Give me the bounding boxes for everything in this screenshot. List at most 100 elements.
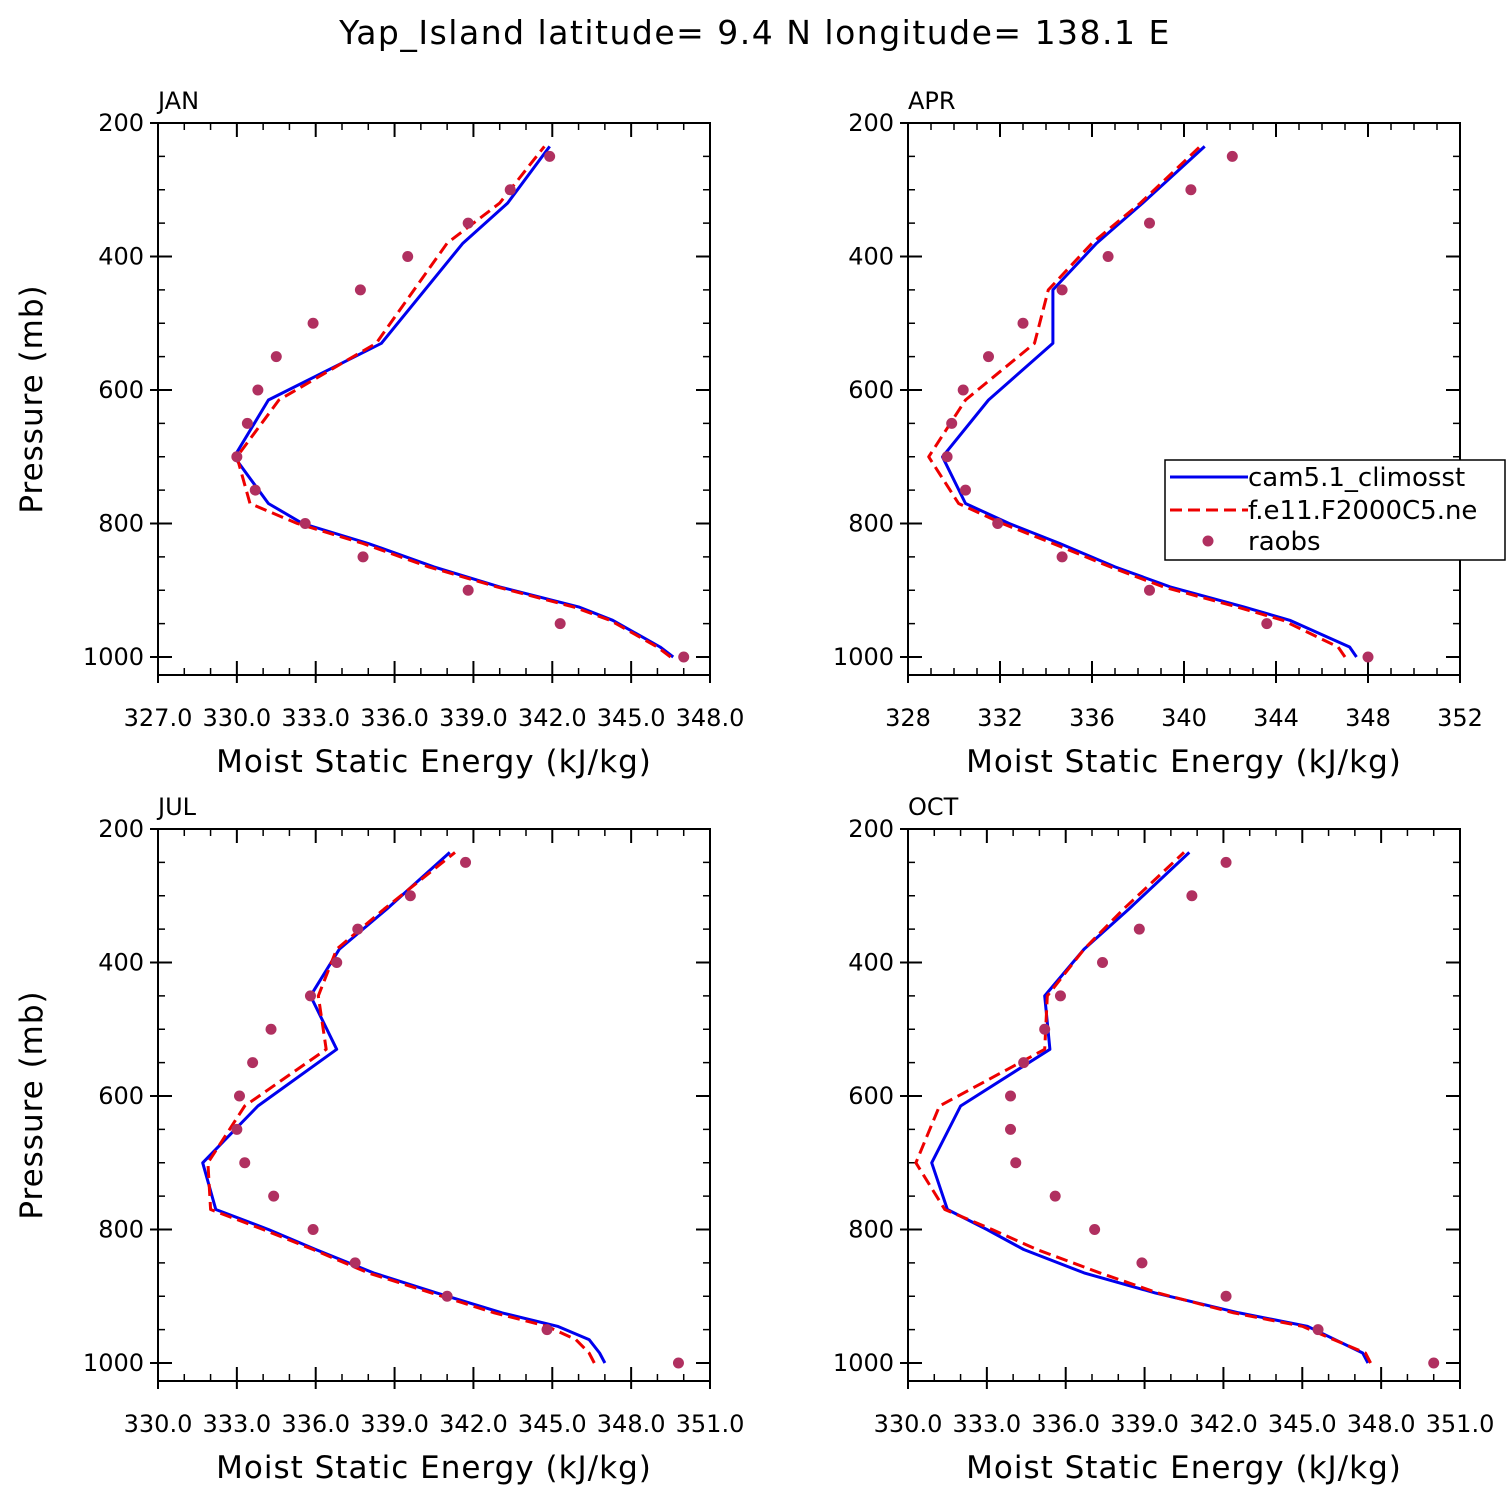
x-tick-label: 348.0 bbox=[1347, 1410, 1416, 1438]
series-line-fe11 bbox=[914, 851, 1372, 1364]
plot-frame bbox=[907, 828, 1461, 1382]
raobs-point bbox=[960, 484, 971, 496]
raobs-point bbox=[1362, 651, 1374, 663]
raobs-point bbox=[1018, 1057, 1030, 1069]
y-tick-label: 800 bbox=[848, 1216, 894, 1244]
raobs-point bbox=[357, 551, 369, 563]
x-tick-label: 351.0 bbox=[1426, 1410, 1495, 1438]
x-tick-label: 336 bbox=[1069, 704, 1115, 732]
raobs-point bbox=[352, 923, 364, 935]
raobs-point bbox=[1144, 217, 1155, 229]
panel-title: OCT bbox=[908, 793, 959, 821]
panels: JAN 200 400 600 800 1000 327.0 330.0 333.0 336.0 3… bbox=[14, 87, 1494, 1486]
raobs-point bbox=[331, 957, 343, 968]
x-tick-label: 332 bbox=[977, 704, 1023, 732]
y-tick-label: 600 bbox=[98, 376, 144, 404]
y-tick-label: 200 bbox=[848, 815, 894, 843]
raobs-point bbox=[404, 890, 416, 902]
x-tick-label: 342.0 bbox=[439, 1410, 508, 1438]
raobs-point bbox=[1056, 551, 1068, 563]
x-tick-label: 345.0 bbox=[518, 1410, 587, 1438]
raobs-point bbox=[1056, 284, 1068, 296]
raobs-point bbox=[946, 417, 958, 429]
x-tick-label: 344 bbox=[1253, 704, 1299, 732]
x-tick-label: 330.0 bbox=[202, 704, 271, 732]
raobs-point bbox=[957, 384, 969, 396]
raobs-point bbox=[1049, 1190, 1061, 1202]
x-tick-label: 342.0 bbox=[518, 704, 587, 732]
x-tick-label: 348 bbox=[1345, 704, 1391, 732]
raobs-point bbox=[1017, 317, 1029, 329]
y-axis-label: Pressure (mb) bbox=[14, 284, 50, 513]
panel-title: JUL bbox=[156, 793, 197, 821]
x-tick-label: 352 bbox=[1437, 704, 1483, 732]
raobs-point bbox=[270, 351, 282, 363]
raobs-point bbox=[1312, 1324, 1324, 1336]
series-line-fe11 bbox=[206, 851, 596, 1364]
raobs-point bbox=[241, 417, 253, 429]
panel-title: JAN bbox=[156, 87, 199, 115]
y-axis-label: Pressure (mb) bbox=[14, 990, 50, 1219]
x-axis-label: Moist Static Energy (kJ/kg) bbox=[216, 744, 652, 780]
raobs-point bbox=[354, 284, 366, 296]
x-tick-label: 339.0 bbox=[360, 1410, 429, 1438]
legend-marker-raobs bbox=[1202, 535, 1214, 547]
panel-jan: JAN 200 400 600 800 1000 327.0 330.0 333.0 336.0 3… bbox=[14, 87, 744, 780]
x-axis-label: Moist Static Energy (kJ/kg) bbox=[966, 1450, 1402, 1486]
raobs-point bbox=[247, 1057, 259, 1069]
raobs-point bbox=[554, 618, 566, 630]
raobs-point bbox=[231, 451, 243, 463]
x-tick-label: 348.0 bbox=[597, 1410, 666, 1438]
x-tick-label: 328 bbox=[885, 704, 931, 732]
raobs-point bbox=[1102, 251, 1114, 262]
y-tick-label: 600 bbox=[848, 376, 894, 404]
raobs-point bbox=[460, 856, 472, 868]
x-tick-label: 348.0 bbox=[676, 704, 745, 732]
raobs-point bbox=[307, 317, 319, 329]
y-tick-label: 200 bbox=[98, 109, 144, 137]
raobs-point bbox=[1186, 890, 1198, 902]
panel-jul: JUL 200 400 600 800 1000 330.0 333.0 336.0 339.0 3… bbox=[14, 793, 744, 1486]
x-tick-label: 327.0 bbox=[124, 704, 193, 732]
series-line-fe11 bbox=[927, 145, 1347, 658]
raobs-point bbox=[1226, 150, 1238, 162]
raobs-point bbox=[1220, 856, 1232, 868]
x-tick-label: 336.0 bbox=[360, 704, 429, 732]
y-tick-label: 1000 bbox=[833, 1349, 894, 1377]
raobs-point bbox=[1185, 184, 1197, 196]
y-tick-label: 1000 bbox=[83, 1349, 144, 1377]
x-tick-label: 333.0 bbox=[202, 1410, 271, 1438]
panel-apr: APR 200 400 600 800 1000 328 332 336 340 344 348 352… bbox=[833, 87, 1483, 780]
y-tick-label: 400 bbox=[98, 243, 144, 271]
raobs-point bbox=[504, 184, 516, 196]
series-line-fe11 bbox=[235, 145, 672, 659]
raobs-point bbox=[672, 1357, 684, 1369]
raobs-point bbox=[402, 251, 414, 262]
raobs-point bbox=[1089, 1224, 1101, 1235]
series-line-cam bbox=[232, 145, 675, 659]
y-tick-label: 400 bbox=[848, 949, 894, 977]
raobs-point bbox=[349, 1257, 361, 1269]
raobs-point bbox=[1220, 1290, 1232, 1302]
y-tick-label: 1000 bbox=[83, 643, 144, 671]
y-tick-label: 200 bbox=[98, 815, 144, 843]
raobs-point bbox=[249, 484, 261, 496]
series-raobs bbox=[231, 150, 690, 663]
x-tick-label: 333.0 bbox=[952, 1410, 1021, 1438]
panel-title: APR bbox=[908, 87, 956, 115]
plot-frame bbox=[157, 828, 711, 1382]
raobs-point bbox=[1144, 584, 1155, 596]
y-tick-label: 600 bbox=[98, 1082, 144, 1110]
legend-label-raobs: raobs bbox=[1248, 527, 1321, 557]
raobs-point bbox=[462, 217, 474, 229]
y-tick-label: 800 bbox=[98, 510, 144, 538]
raobs-point bbox=[304, 990, 316, 1002]
x-tick-label: 339.0 bbox=[1110, 1410, 1179, 1438]
x-tick-label: 345.0 bbox=[597, 704, 666, 732]
raobs-point bbox=[231, 1123, 243, 1135]
series-raobs bbox=[1005, 856, 1440, 1369]
x-axis-label: Moist Static Energy (kJ/kg) bbox=[216, 1450, 652, 1486]
series-raobs bbox=[941, 150, 1374, 663]
raobs-point bbox=[541, 1324, 553, 1336]
raobs-point bbox=[1097, 957, 1109, 968]
